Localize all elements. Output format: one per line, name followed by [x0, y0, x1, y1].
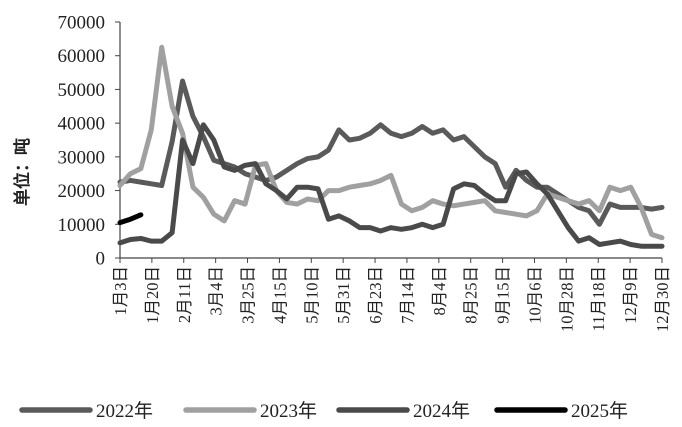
x-tick-label: 7月14日	[398, 266, 417, 324]
x-tick-label: 1月20日	[143, 266, 162, 324]
legend-label: 2022年	[96, 400, 153, 422]
legend-label: 2023年	[260, 400, 317, 422]
x-tick-label: 9月15日	[494, 266, 513, 324]
legend-label: 2025年	[571, 400, 628, 422]
x-axis: 1月3日 1月20日 2月11日 3月4日 3月25日 4月15日 5月10日 5月31日 6月…	[111, 257, 672, 332]
legend-label: 2024年	[413, 400, 470, 422]
x-tick-label: 2月11日	[175, 266, 194, 323]
series-line-2	[117, 44, 665, 241]
x-tick-label: 3月4日	[207, 266, 226, 316]
x-tick-label: 1月3日	[111, 266, 130, 316]
y-tick-label: 10000	[58, 215, 106, 236]
series-line-4	[117, 212, 144, 226]
x-tick-label: 10月6日	[525, 266, 544, 324]
x-tick-label: 12月30日	[653, 266, 672, 332]
y-tick-label: 0	[96, 249, 106, 270]
x-tick-label: 6月23日	[366, 266, 385, 324]
y-tick-label: 30000	[58, 147, 106, 168]
x-tick-label: 12月9日	[621, 266, 640, 324]
x-tick-label: 3月25日	[239, 266, 258, 324]
x-tick-label: 8月4日	[430, 266, 449, 316]
x-tick-label: 5月31日	[334, 266, 353, 324]
series-layer	[117, 44, 665, 249]
y-axis-label: 单位：吨	[12, 138, 33, 206]
legend: 2022年 2023年 2024年 2025年	[19, 400, 628, 422]
y-tick-label: 60000	[58, 46, 106, 67]
series-line-3	[117, 122, 665, 249]
x-tick-label: 10月28日	[557, 266, 576, 332]
y-tick-label: 40000	[58, 114, 106, 135]
x-tick-label: 11月18日	[589, 266, 608, 331]
y-tick-label: 20000	[58, 181, 106, 202]
x-tick-label: 4月15日	[270, 266, 289, 324]
y-axis: 0 10000 20000 30000 40000 50000 60000 70000	[58, 13, 121, 270]
x-tick-label: 5月10日	[302, 266, 321, 324]
x-tick-label: 8月25日	[462, 266, 481, 324]
y-tick-label: 50000	[58, 80, 106, 101]
y-tick-label: 70000	[58, 13, 106, 34]
